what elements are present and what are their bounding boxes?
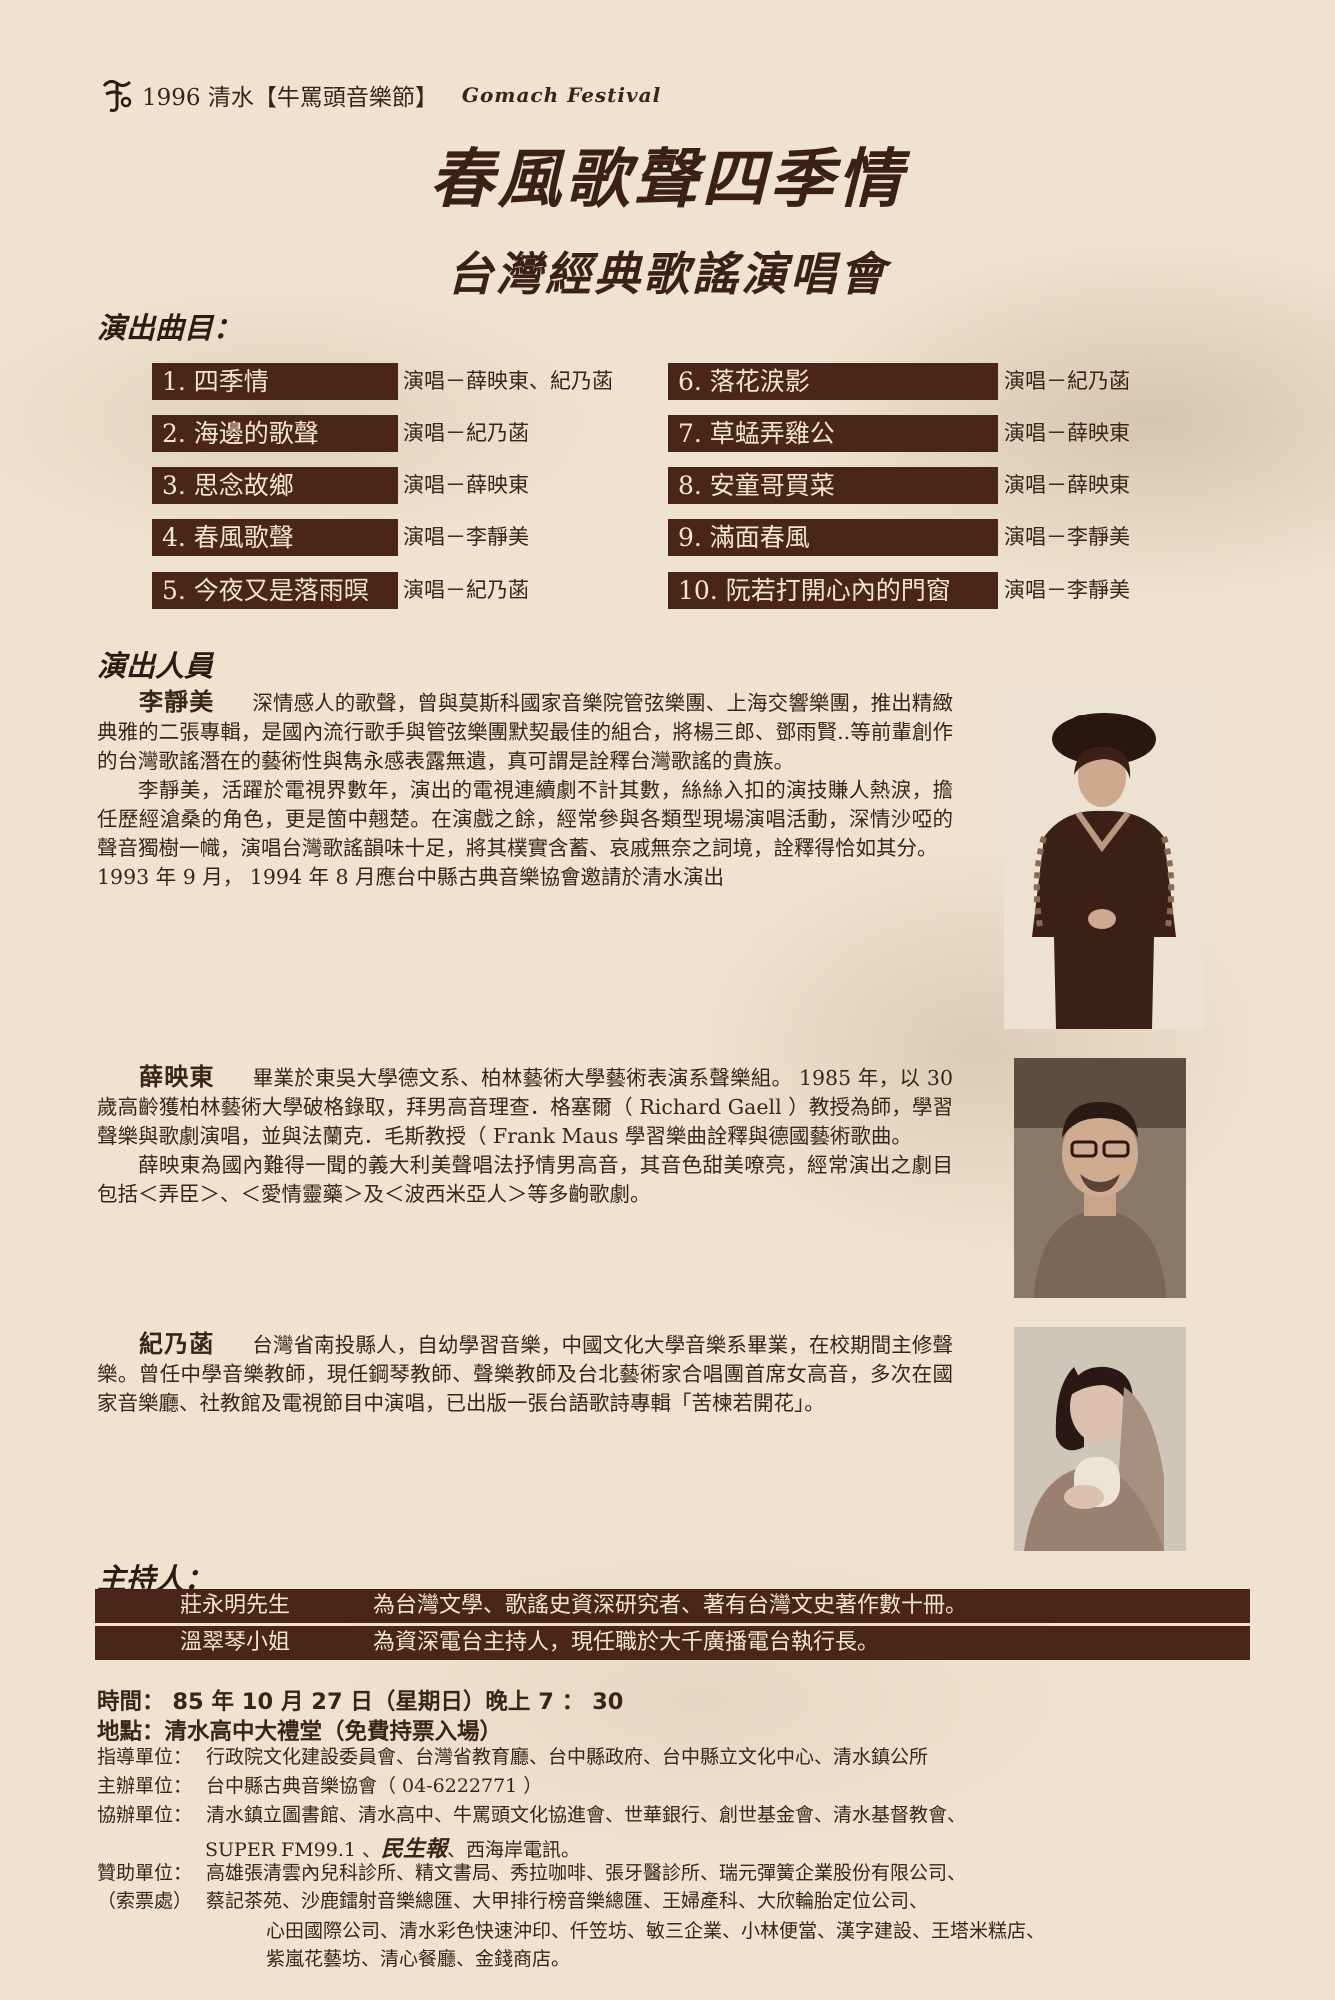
guide-value: 行政院文化建設委員會、台灣省教育廳、台中縣政府、台中縣立文化中心、清水鎮公所 <box>206 1746 929 1768</box>
song-title: 6. 落花涙影 <box>668 363 998 400</box>
host-row: 溫翠琴小姐 為資深電台主持人，現任職於大千廣播電台執行長。 <box>95 1626 1250 1660</box>
performer-bio-chi: 紀乃菡 台灣省南投縣人，自幼學習音樂，中國文化大學音樂系畢業，在校期間主修聲樂。曾… <box>97 1329 953 1418</box>
performer-bio-li: 李靜美 深情感人的歌聲，曾與莫斯科國家音樂院管弦樂團、上海交響樂團，推出精緻典雅的… <box>97 687 953 892</box>
guide-units: 指導單位： 行政院文化建設委員會、台灣省教育廳、台中縣政府、台中縣立文化中心、清水… <box>97 1743 928 1771</box>
host-desc: 為資深電台主持人，現任職於大千廣播電台執行長。 <box>373 1630 880 1655</box>
bio-paragraph: 畢業於東吳大學德文系、柏林藝術大學藝術表演系聲樂組。 1985 年，以 30 歲… <box>97 1066 953 1148</box>
song-singer: 演唱－李靜美 <box>1004 525 1130 549</box>
song-title: 3. 思念故鄉 <box>152 467 398 504</box>
sponsor-units: 贊助單位： 高雄張清雲內兒科診所、精文書局、秀拉咖啡、張牙醫診所、瑞元彈簧企業股份… <box>97 1859 966 1887</box>
event-place: 地點：清水高中大禮堂（免費持票入場） <box>97 1719 503 1745</box>
song-singer: 演唱－薛映東、紀乃菡 <box>403 369 613 393</box>
song-singer: 演唱－薛映東 <box>1004 473 1130 497</box>
song-singer: 演唱－李靜美 <box>1004 578 1130 602</box>
bio-paragraph: 薛映東為國內難得一聞的義大利美聲唱法抒情男高音，其音色甜美嘹亮，經常演出之劇目包… <box>97 1153 953 1206</box>
host-value: 台中縣古典音樂協會（ 04-6222771 ） <box>206 1775 543 1797</box>
ticket-label: （索票處） <box>97 1890 193 1912</box>
performer-name: 紀乃菡 <box>139 1329 215 1358</box>
festival-logo-icon <box>102 79 132 112</box>
sponsor-value: 心田國際公司、清水彩色快速沖印、仟笠坊、敏三企業、小林便當、漢字建設、王塔米糕店… <box>266 1920 1046 1942</box>
song-singer: 演唱－紀乃菡 <box>403 421 529 445</box>
song-title: 2. 海邊的歌聲 <box>152 415 398 452</box>
bio-paragraph: 1993 年 9 月， 1994 年 8 月應台中縣古典音樂協會邀請於清水演出 <box>97 865 725 889</box>
bio-paragraph: 台灣省南投縣人，自幼學習音樂，中國文化大學音樂系畢業，在校期間主修聲樂。曾任中學… <box>97 1333 954 1415</box>
co-label: 協辦單位： <box>97 1804 193 1826</box>
host-units: 主辦單位： 台中縣古典音樂協會（ 04-6222771 ） <box>97 1772 542 1800</box>
performer-bio-hsueh: 薛映東 畢業於東吳大學德文系、柏林藝術大學藝術表演系聲樂組。 1985 年，以 3… <box>97 1062 953 1209</box>
co-value: 清水鎮立圖書館、清水高中、牛罵頭文化協進會、世華銀行、創世基金會、清水基督教會、 <box>206 1804 967 1826</box>
sponsor-value: 蔡記茶苑、沙鹿鐳射音樂總匯、大甲排行榜音樂總匯、王婦產科、大欣輪胎定位公司、 <box>206 1890 929 1912</box>
song-singer: 演唱－薛映東 <box>1004 421 1130 445</box>
co-value-cont: SUPER FM99.1 、民生報、西海岸電訊。 <box>205 1831 580 1863</box>
song-title: 9. 滿面春風 <box>668 519 998 556</box>
sponsor-value: 高雄張清雲內兒科診所、精文書局、秀拉咖啡、張牙醫診所、瑞元彈簧企業股份有限公司、 <box>206 1862 967 1884</box>
song-title: 7. 草蜢弄雞公 <box>668 415 998 452</box>
bio-paragraph: 李靜美，活躍於電視界數年，演出的電視連續劇不計其數，絲絲入扣的演技賺人熱淚，擔任… <box>97 778 953 860</box>
festival-line: 1996 清水【牛罵頭音樂節】 <box>142 85 438 111</box>
ticket-units: （索票處） 蔡記茶苑、沙鹿鐳射音樂總匯、大甲排行榜音樂總匯、王婦產科、大欣輪胎定位… <box>97 1887 928 1915</box>
host-name: 溫翠琴小姐 <box>180 1630 291 1655</box>
sponsor-value: 紫嵐花藝坊、清心餐廳、金錢商店。 <box>266 1948 571 1970</box>
host-name: 莊永明先生 <box>180 1593 291 1618</box>
song-title: 8. 安童哥買菜 <box>668 467 998 504</box>
song-title: 4. 春風歌聲 <box>152 519 398 556</box>
host-label: 主辦單位： <box>97 1775 193 1797</box>
song-title: 5. 今夜又是落雨暝 <box>152 572 398 609</box>
event-time: 時間： 85 年 10 月 27 日（星期日）晚上 7 ： 30 <box>97 1689 624 1715</box>
performer-name: 李靜美 <box>139 687 215 716</box>
guide-label: 指導單位： <box>97 1746 193 1768</box>
song-title: 10. 阮若打開心內的門窗 <box>668 572 998 609</box>
host-row: 莊永明先生 為台灣文學、歌謠史資深研究者、著有台灣文史著作數十冊。 <box>95 1589 1250 1623</box>
performer-name: 薛映東 <box>139 1062 215 1091</box>
performer-photo-li <box>1004 687 1204 1029</box>
co-newspaper: 民生報 <box>381 1836 448 1862</box>
main-title: 春風歌聲四季情 <box>429 142 906 217</box>
sub-title: 台灣經典歌謠演唱會 <box>447 247 888 301</box>
festival-english: Gomach Festival <box>461 83 662 107</box>
song-singer: 演唱－紀乃菡 <box>403 578 529 602</box>
song-singer: 演唱－薛映東 <box>403 473 529 497</box>
co-telecom: 、西海岸電訊。 <box>447 1839 581 1861</box>
song-title: 1. 四季情 <box>152 363 398 400</box>
performer-photo-chi <box>1014 1327 1186 1551</box>
performer-photo-hsueh <box>1014 1058 1186 1298</box>
sponsor-label: 贊助單位： <box>97 1862 193 1884</box>
co-radio: SUPER FM99.1 、 <box>205 1839 382 1861</box>
performers-heading: 演出人員 <box>97 649 214 683</box>
co-units: 協辦單位： 清水鎮立圖書館、清水高中、牛罵頭文化協進會、世華銀行、創世基金會、清水… <box>97 1801 966 1829</box>
program-heading: 演出曲目： <box>97 311 243 345</box>
song-singer: 演唱－李靜美 <box>403 525 529 549</box>
song-singer: 演唱－紀乃菡 <box>1004 369 1130 393</box>
host-desc: 為台灣文學、歌謠史資深研究者、著有台灣文史著作數十冊。 <box>373 1593 968 1618</box>
festival-header: 1996 清水【牛罵頭音樂節】 Gomach Festival <box>100 76 661 114</box>
bio-paragraph: 深情感人的歌聲，曾與莫斯科國家音樂院管弦樂團、上海交響樂團，推出精緻典雅的二張專… <box>97 691 954 773</box>
